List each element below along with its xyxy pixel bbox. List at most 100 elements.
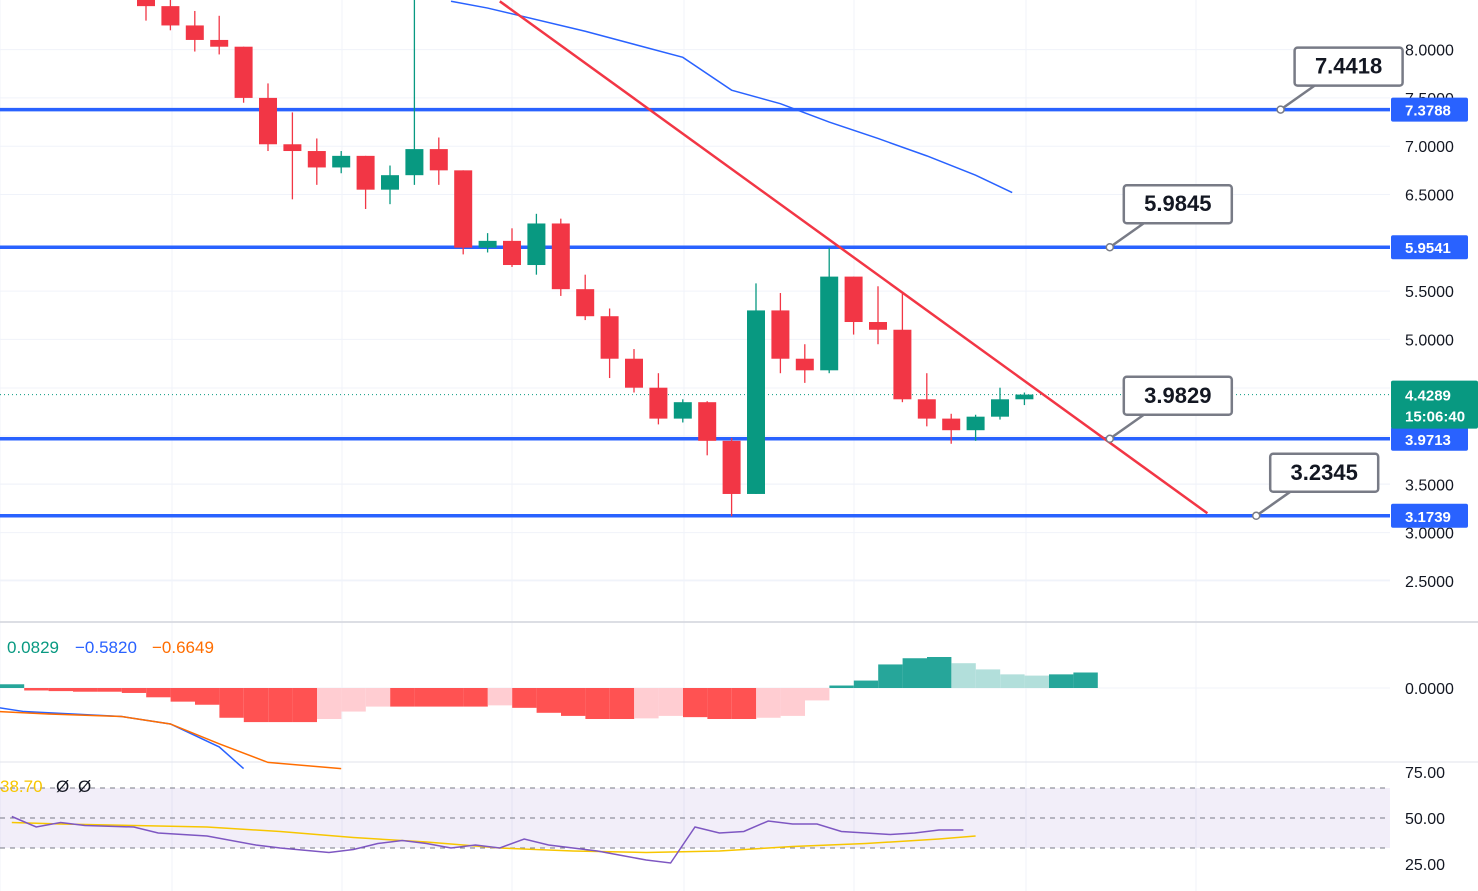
macd-legend[interactable]: 0.0829 −0.5820 −0.6649 — [7, 638, 214, 657]
callout-pointer-0 — [1279, 84, 1316, 111]
countdown-label: 15:06:40 — [1405, 409, 1465, 426]
candle-body-22 — [673, 402, 692, 419]
macd-bar-7 — [170, 688, 195, 702]
rsi-pane: 75.00 50.00 25.00 — [0, 765, 1445, 874]
price-callouts[interactable]: 7.4418 5.9845 3.9829 3.2345 — [1105, 46, 1404, 521]
ma-line — [450, 0, 1013, 194]
level-badge-2 — [1391, 426, 1468, 451]
trendline-line — [499, 0, 1209, 515]
rsi-axis-label-2: 25.00 — [1405, 857, 1445, 874]
macd-bar-4 — [97, 688, 122, 692]
macd-bar-26 — [634, 688, 659, 719]
candle-body-20 — [625, 358, 643, 388]
candle-body-23 — [698, 402, 717, 441]
macd-bar-17 — [414, 688, 439, 707]
candle-body-14 — [478, 240, 497, 248]
macd-bar-10 — [243, 688, 269, 723]
horizontal-levels[interactable] — [0, 107, 1390, 518]
price-tick-label-5: 5.0000 — [1405, 332, 1454, 349]
macd-bar-3 — [73, 688, 98, 692]
macd-axis-label: 0.0000 — [1405, 681, 1454, 698]
callout-anchor-1 — [1105, 242, 1115, 252]
macd-bar-13 — [317, 688, 342, 719]
macd-bar-35 — [853, 680, 879, 688]
candle-body-33 — [942, 418, 961, 431]
candle-body-17 — [551, 223, 570, 290]
macd-bar-38 — [927, 657, 952, 688]
macd-bar-41 — [1000, 674, 1025, 688]
macd-bar-5 — [121, 688, 147, 693]
trendline[interactable] — [499, 0, 1209, 515]
macd-bar-44 — [1073, 672, 1098, 688]
level-badge-3 — [1391, 503, 1468, 528]
candle-body-27 — [795, 358, 814, 371]
candle-body-12 — [429, 149, 448, 171]
level-badge-label-2: 3.9713 — [1405, 432, 1451, 449]
macd-bar-37 — [902, 658, 927, 688]
macd-pane — [0, 657, 1390, 770]
macd-bar-31 — [756, 688, 781, 718]
candle-body-3 — [210, 39, 229, 47]
rsi-axis-label-0: 75.00 — [1405, 765, 1445, 782]
callout-box-1 — [1122, 183, 1234, 225]
level-badge-0 — [1391, 97, 1468, 122]
callout-label-2: 3.9829 — [1144, 383, 1211, 408]
macd-bar-23 — [561, 688, 586, 716]
callout-anchor-0 — [1276, 105, 1285, 114]
macd-bar-33 — [805, 688, 830, 701]
candle-body-16 — [527, 223, 546, 266]
macd-bar-2 — [48, 688, 73, 692]
callout-label-0: 7.4418 — [1315, 54, 1382, 79]
candle-body-29 — [844, 276, 863, 323]
callout-pointer-3 — [1255, 490, 1291, 517]
macd-bar-12 — [292, 688, 317, 723]
rsi-legend[interactable]: 38.70 Ø Ø — [0, 777, 91, 796]
current-price-badge — [1391, 380, 1478, 429]
price-axis[interactable]: 8.00007.50007.00006.50005.50005.00003.50… — [1391, 43, 1478, 591]
macd-bar-29 — [707, 688, 732, 719]
candle-body-32 — [917, 399, 936, 419]
price-tick-label-4: 5.5000 — [1405, 284, 1454, 301]
candle-body-25 — [747, 310, 765, 494]
candle-body-0 — [137, 0, 155, 7]
callout-box-2 — [1122, 375, 1234, 417]
candle-body-11 — [405, 149, 424, 176]
macd-bar-16 — [390, 688, 415, 707]
macd-bar-6 — [146, 688, 171, 698]
rsi-value: 38.70 — [0, 777, 43, 796]
callout-anchor-3 — [1251, 511, 1261, 521]
candle-body-7 — [307, 151, 326, 168]
price-tick-label-7: 3.0000 — [1405, 526, 1454, 543]
macd-bar-0 — [0, 684, 25, 688]
candle-body-1 — [161, 6, 180, 26]
rsi-line — [11, 815, 964, 864]
macd-line-value: −0.5820 — [75, 638, 137, 657]
macd-bar-42 — [1024, 675, 1049, 688]
rsi-na-2: Ø — [78, 777, 91, 796]
candle-body-31 — [893, 329, 912, 400]
candle-body-18 — [576, 289, 595, 317]
callout-box-0 — [1293, 46, 1404, 87]
candle-body-34 — [966, 416, 985, 431]
price-grid — [0, 0, 1390, 891]
moving-average — [450, 0, 1013, 194]
price-tick-label-2: 7.0000 — [1405, 139, 1454, 156]
macd-bar-25 — [609, 688, 635, 719]
candle-body-9 — [356, 155, 375, 190]
callout-label-1: 5.9845 — [1144, 191, 1211, 216]
candle-body-19 — [600, 316, 619, 359]
macd-bar-22 — [536, 688, 561, 713]
callout-box-3 — [1268, 452, 1380, 494]
level-badge-1 — [1391, 235, 1468, 260]
macd-signal-value: −0.6649 — [152, 638, 214, 657]
macd-bar-43 — [1049, 674, 1074, 688]
macd-bar-9 — [219, 688, 244, 718]
macd-bar-39 — [951, 663, 976, 688]
candle-body-10 — [381, 175, 399, 190]
price-tick-label-8: 2.5000 — [1405, 574, 1454, 591]
current-price-label: 4.4289 — [1405, 388, 1451, 405]
macd-bar-36 — [878, 664, 903, 688]
candle-body-6 — [283, 144, 302, 152]
macd-bar-40 — [975, 669, 1001, 688]
candle-body-5 — [259, 97, 277, 145]
